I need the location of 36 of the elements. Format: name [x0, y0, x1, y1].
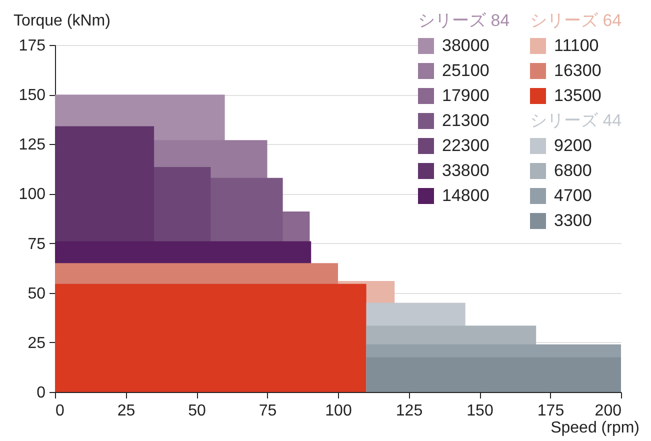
x-tick-label: 175: [537, 402, 564, 420]
text: シリーズ 84: [418, 10, 510, 32]
legend-label: 25100: [442, 60, 490, 82]
x-tick-label: 25: [117, 402, 136, 420]
legend-label: 21300: [442, 110, 490, 132]
x-tick-label: 100: [325, 402, 352, 420]
legend-label: 33800: [442, 160, 490, 182]
x-tick-label: 75: [258, 402, 277, 420]
y-axis-title: Torque (kNm): [14, 12, 110, 30]
y-tick-label: 100: [18, 186, 46, 204]
x-tick-label: 50: [188, 402, 206, 420]
y-tick-label: 150: [18, 87, 46, 104]
legend-label: 11100: [554, 35, 599, 57]
legend-label: 9200: [554, 135, 592, 157]
x-axis-title: Speed (rpm): [550, 420, 640, 436]
y-tick-label: 0: [36, 384, 46, 402]
legend-label: 22300: [442, 135, 490, 157]
y-tick-label: 175: [18, 38, 46, 54]
x-tick-label: 150: [466, 402, 494, 420]
text: シリーズ 64: [530, 10, 622, 32]
legend-label: 6800: [554, 160, 592, 182]
legend-label: 38000: [442, 35, 490, 57]
legend-label: 3300: [554, 210, 592, 232]
x-tick-label: 125: [396, 402, 423, 420]
legend-label: 13500: [554, 85, 602, 107]
x-tick-label: 0: [56, 402, 64, 420]
legend-label: 17900: [442, 85, 490, 107]
x-tick-label: 200: [594, 402, 622, 420]
legend-label: 4700: [554, 185, 592, 207]
y-tick-label: 75: [28, 236, 46, 253]
annotation: シリーズ 44: [530, 110, 622, 132]
legend-label: 14800: [442, 185, 490, 207]
legend-label: 16300: [554, 60, 602, 82]
y-tick-label: 25: [28, 334, 46, 352]
y-tick-label: 125: [18, 136, 46, 154]
y-tick-label: 50: [28, 285, 46, 302]
